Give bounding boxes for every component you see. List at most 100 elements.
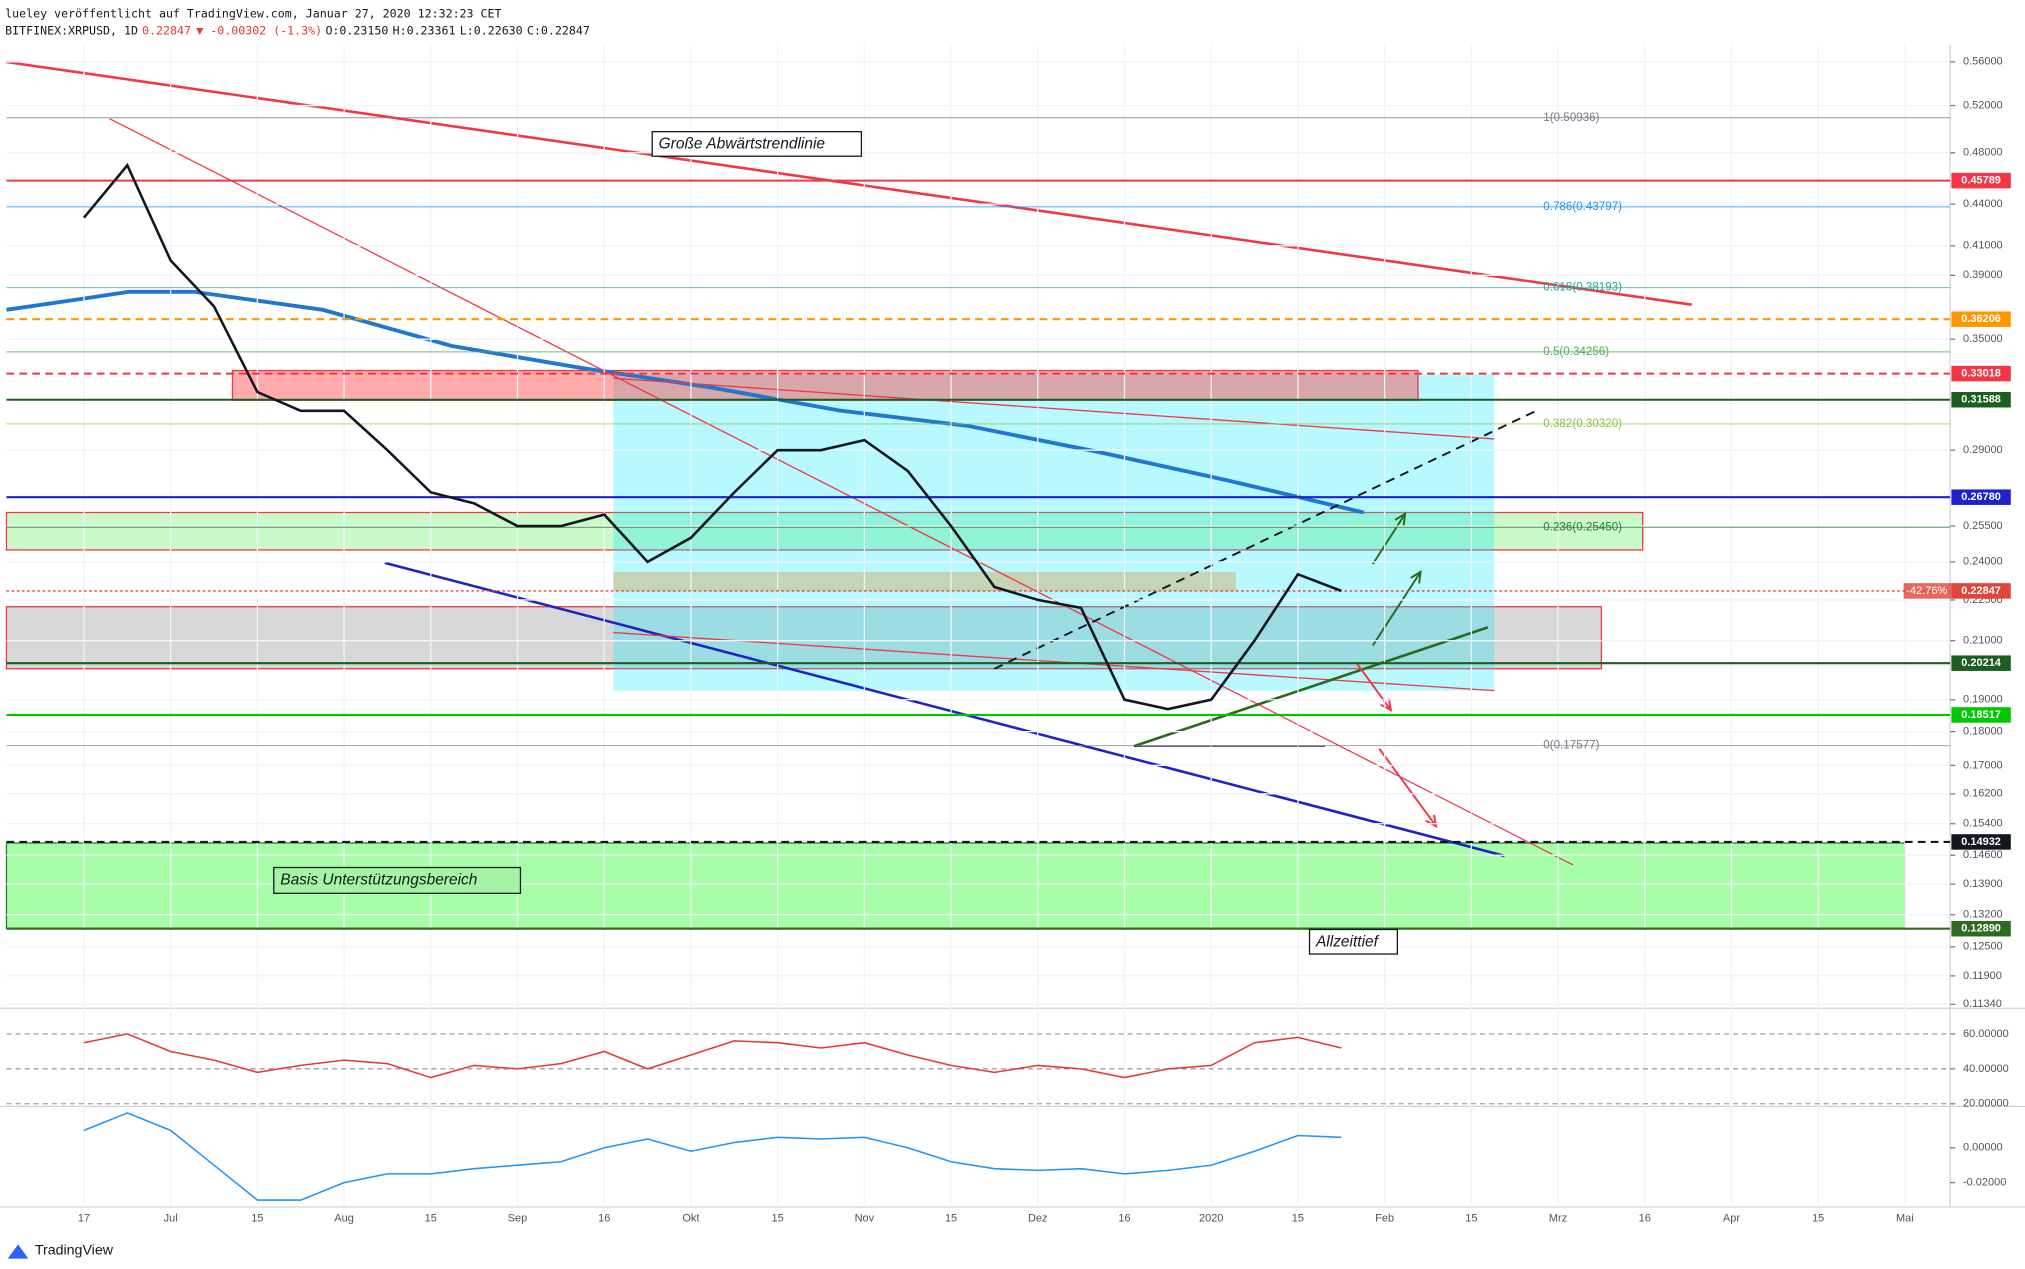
y-tick-label: 0.16200 (1963, 788, 2003, 800)
y-tick-label: 0.24000 (1963, 556, 2003, 568)
x-tick-label: 15 (1812, 1213, 1824, 1225)
change-label: -42.76% (1906, 585, 1947, 597)
fib-label: 1(0.50936) (1543, 111, 1599, 124)
x-tick-label: 15 (772, 1213, 784, 1225)
symbol: BITFINEX:XRPUSD, 1D (5, 23, 138, 37)
trendline (384, 561, 1505, 858)
y-tick-label: 0.17000 (1963, 759, 2003, 771)
trendline (109, 118, 1574, 866)
level-label: 0.36206 (1961, 313, 2001, 325)
level-label-box (1951, 834, 2011, 850)
high: H:0.23361 (393, 23, 456, 37)
change: ▼ -0.00302 (-1.3%) (196, 23, 322, 37)
y-tick-label: 20.00000 (1963, 1098, 2009, 1110)
series-line (83, 1112, 1342, 1201)
x-tick-label: Dez (1028, 1213, 1048, 1225)
level-label: 0.14932 (1961, 836, 2001, 848)
y-tick-label: 0.25500 (1963, 520, 2003, 532)
level-label-box (1951, 311, 2011, 327)
y-tick-label: 40.00000 (1963, 1063, 2009, 1075)
x-tick-label: Mrz (1549, 1213, 1567, 1225)
fib-label: 0.236(0.25450) (1543, 520, 1622, 533)
x-tick-label: Jul (164, 1213, 178, 1225)
fib-label: 0(0.17577) (1543, 739, 1599, 752)
low: L:0.22630 (460, 23, 523, 37)
footer-bar (0, 1232, 2025, 1269)
trendline (994, 409, 1538, 670)
annotation: Allzeittief (1315, 933, 1380, 950)
level-label: 0.33018 (1961, 367, 2001, 379)
series-line (83, 1033, 1342, 1079)
cyan-zone (613, 374, 1495, 691)
open: O:0.23150 (325, 23, 388, 37)
y-tick-label: 0.18000 (1963, 726, 2003, 738)
arrow (1372, 571, 1422, 647)
annotation: Große Abwärtstrendlinie (659, 136, 826, 153)
y-tick-label: 0.15400 (1963, 818, 2003, 830)
level-label-box (1951, 920, 2011, 937)
level-label-box (1951, 583, 2011, 599)
x-tick-label: 15 (1465, 1213, 1477, 1225)
fib-label: 0.786(0.43797) (1543, 200, 1622, 213)
resistance-zone (231, 369, 1419, 401)
level-label-box (1951, 365, 2011, 382)
annotation-box (1308, 928, 1398, 955)
level-label-box (1951, 172, 2011, 189)
x-tick-label: Feb (1375, 1213, 1394, 1225)
x-tick-label: 16 (598, 1213, 610, 1225)
level-label: 0.22847 (1961, 585, 2001, 597)
y-tick-label: 0.52000 (1963, 99, 2003, 111)
y-tick-label: 0.21000 (1963, 635, 2003, 647)
y-tick-label: -0.02000 (1963, 1177, 2006, 1189)
annotation-box (273, 866, 522, 894)
level-label: 0.20214 (1961, 657, 2002, 669)
level-label-box (1951, 707, 2011, 723)
y-tick-label: 60.00000 (1963, 1028, 2009, 1040)
y-tick-label: 0.19000 (1963, 694, 2003, 706)
arrow-head (1410, 570, 1422, 584)
publisher: lueley veröffentlicht auf TradingView.co… (5, 7, 501, 21)
fib-label: 0.5(0.34256) (1543, 345, 1609, 358)
fib-label: 0.382(0.30320) (1543, 417, 1622, 430)
y-tick-label: 0.00000 (1963, 1142, 2003, 1154)
y-tick-label: 0.44000 (1963, 198, 2003, 210)
logo (7, 1244, 29, 1259)
x-tick-label: Mai (1896, 1213, 1914, 1225)
x-tick-label: 15 (945, 1213, 957, 1225)
price: 0.22847 (142, 23, 191, 37)
change-label-box (1903, 583, 1952, 599)
ma-200 (6, 289, 1365, 515)
arrow-head (1425, 814, 1438, 829)
brand: TradingView (35, 1243, 114, 1259)
x-tick-label: Sep (508, 1213, 528, 1225)
y-tick-label: 0.48000 (1963, 147, 2003, 159)
x-tick-label: 15 (1292, 1213, 1304, 1225)
trendline (1133, 626, 1489, 748)
x-tick-label: 2020 (1199, 1213, 1223, 1225)
arrow (1378, 748, 1437, 827)
trendline (613, 631, 1495, 692)
y-tick-label: 0.12500 (1963, 941, 2003, 953)
level-label: 0.26780 (1961, 491, 2001, 503)
x-tick-label: 15 (425, 1213, 437, 1225)
series-line (82, 162, 1342, 711)
level-label: 0.12890 (1961, 923, 2001, 935)
y-tick-label: 0.29000 (1963, 444, 2003, 456)
y-tick-label: 0.39000 (1963, 269, 2003, 281)
annotation: Basis Unterstützungsbereich (280, 872, 477, 889)
arrow-head (1394, 511, 1407, 526)
arrow (1372, 513, 1406, 565)
y-tick-label: 0.41000 (1963, 240, 2003, 252)
x-tick-label: 15 (251, 1213, 263, 1225)
trendline (6, 60, 1692, 306)
level-label: 0.18517 (1961, 709, 2001, 721)
x-tick-label: Apr (1723, 1213, 1740, 1225)
x-tick-label: Nov (855, 1213, 875, 1225)
y-tick-label: 0.11900 (1963, 970, 2002, 982)
x-tick-label: Aug (334, 1213, 354, 1225)
y-tick-label: 0.56000 (1963, 56, 2003, 68)
y-tick-label: 0.14600 (1963, 849, 2003, 861)
x-tick-label: Okt (682, 1213, 699, 1225)
